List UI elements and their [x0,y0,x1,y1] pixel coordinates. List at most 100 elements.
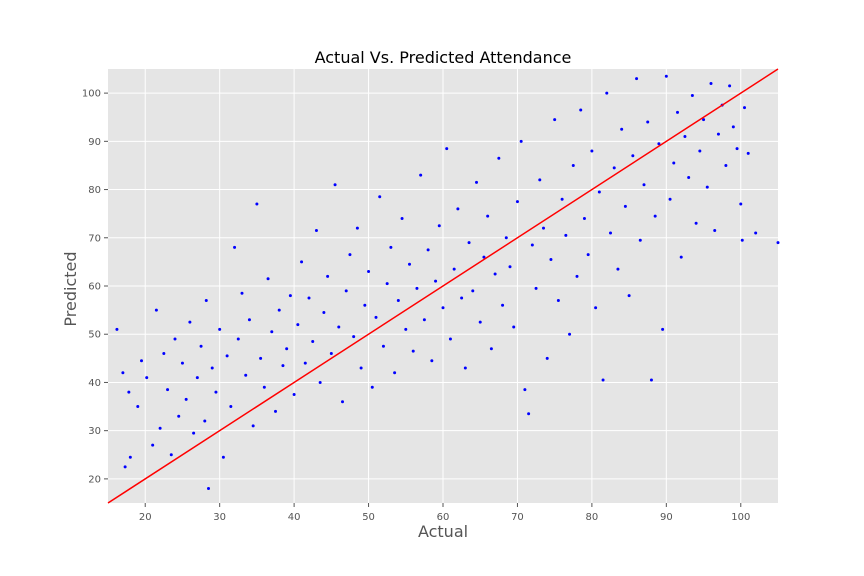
data-point [123,465,127,469]
y-tick-label: 80 [88,185,101,196]
data-point [341,400,344,404]
data-point [151,443,155,447]
data-point [229,405,233,409]
data-point [501,303,505,307]
x-axis-label: Actual [418,522,468,541]
data-point [292,393,296,396]
data-point [609,231,612,235]
data-point [679,255,683,259]
data-point [408,262,411,266]
data-point [393,371,397,375]
data-point [166,388,170,392]
data-point [247,318,251,322]
data-point [415,286,419,290]
data-point [631,154,635,158]
data-point [411,349,415,353]
data-point [582,216,586,220]
data-point [475,180,478,184]
data-point [348,253,352,257]
data-point [218,327,222,331]
data-point [482,255,486,259]
data-point [426,248,430,252]
data-point [195,376,199,380]
data-point [169,453,173,457]
data-point [649,378,653,382]
data-point [575,274,579,278]
data-point [259,356,263,360]
data-point [199,344,203,348]
data-point [158,426,162,430]
data-point [378,195,382,199]
x-tick-label: 60 [437,512,450,523]
data-point [493,272,497,276]
data-point [419,173,423,177]
data-point [623,204,627,208]
data-point [687,176,691,179]
data-point [579,108,583,112]
data-point [370,385,374,389]
data-point [400,216,404,220]
data-point [210,366,214,370]
data-point [434,279,438,283]
x-tick-label: 30 [213,512,226,523]
data-point [497,156,501,160]
data-point [307,296,311,300]
data-point [489,347,493,351]
data-point [754,231,758,235]
data-point [184,397,188,401]
data-point [590,149,594,153]
data-point [225,354,229,358]
x-tick-label: 20 [139,512,152,523]
data-point [616,267,620,271]
data-point [274,409,277,413]
data-point [731,125,735,129]
data-point [456,207,460,211]
data-point [204,298,208,302]
data-point [776,241,780,245]
data-point [367,270,371,274]
data-point [713,229,717,233]
y-axis-label: Predicted [61,251,80,326]
data-point [389,245,393,249]
data-point [337,325,341,329]
y-tick-label: 40 [88,378,101,389]
data-point [448,337,452,341]
data-point [553,118,557,122]
data-point [542,226,545,230]
x-tick-label: 80 [586,512,599,523]
data-point [445,147,449,151]
data-point [121,371,125,375]
data-point [523,388,527,392]
data-point [441,306,445,310]
data-point [140,359,143,363]
data-point [266,277,270,281]
data-point [396,298,400,302]
data-point [508,265,512,269]
chart-title: Actual Vs. Predicted Attendance [315,48,572,67]
data-point [486,214,490,218]
data-point [690,94,694,98]
data-point [300,260,304,264]
data-point [270,330,274,334]
data-point [233,245,237,249]
data-point [467,241,471,245]
y-tick-label: 90 [88,137,101,148]
data-point [527,412,531,416]
x-tick-label: 50 [362,512,375,523]
data-point [344,289,348,293]
data-point [657,142,661,146]
x-tick-label: 70 [511,512,524,523]
data-point [530,243,534,247]
data-point [145,376,149,380]
data-point [694,221,698,225]
data-point [594,306,598,310]
y-tick-label: 100 [82,89,101,100]
x-axis-ticks: 20 30 40 50 60 70 80 90 100 [139,503,750,523]
data-point [515,200,519,204]
data-point [672,161,676,165]
data-point [638,238,642,242]
data-point [285,347,289,351]
data-point [352,335,356,339]
data-point [676,110,679,114]
